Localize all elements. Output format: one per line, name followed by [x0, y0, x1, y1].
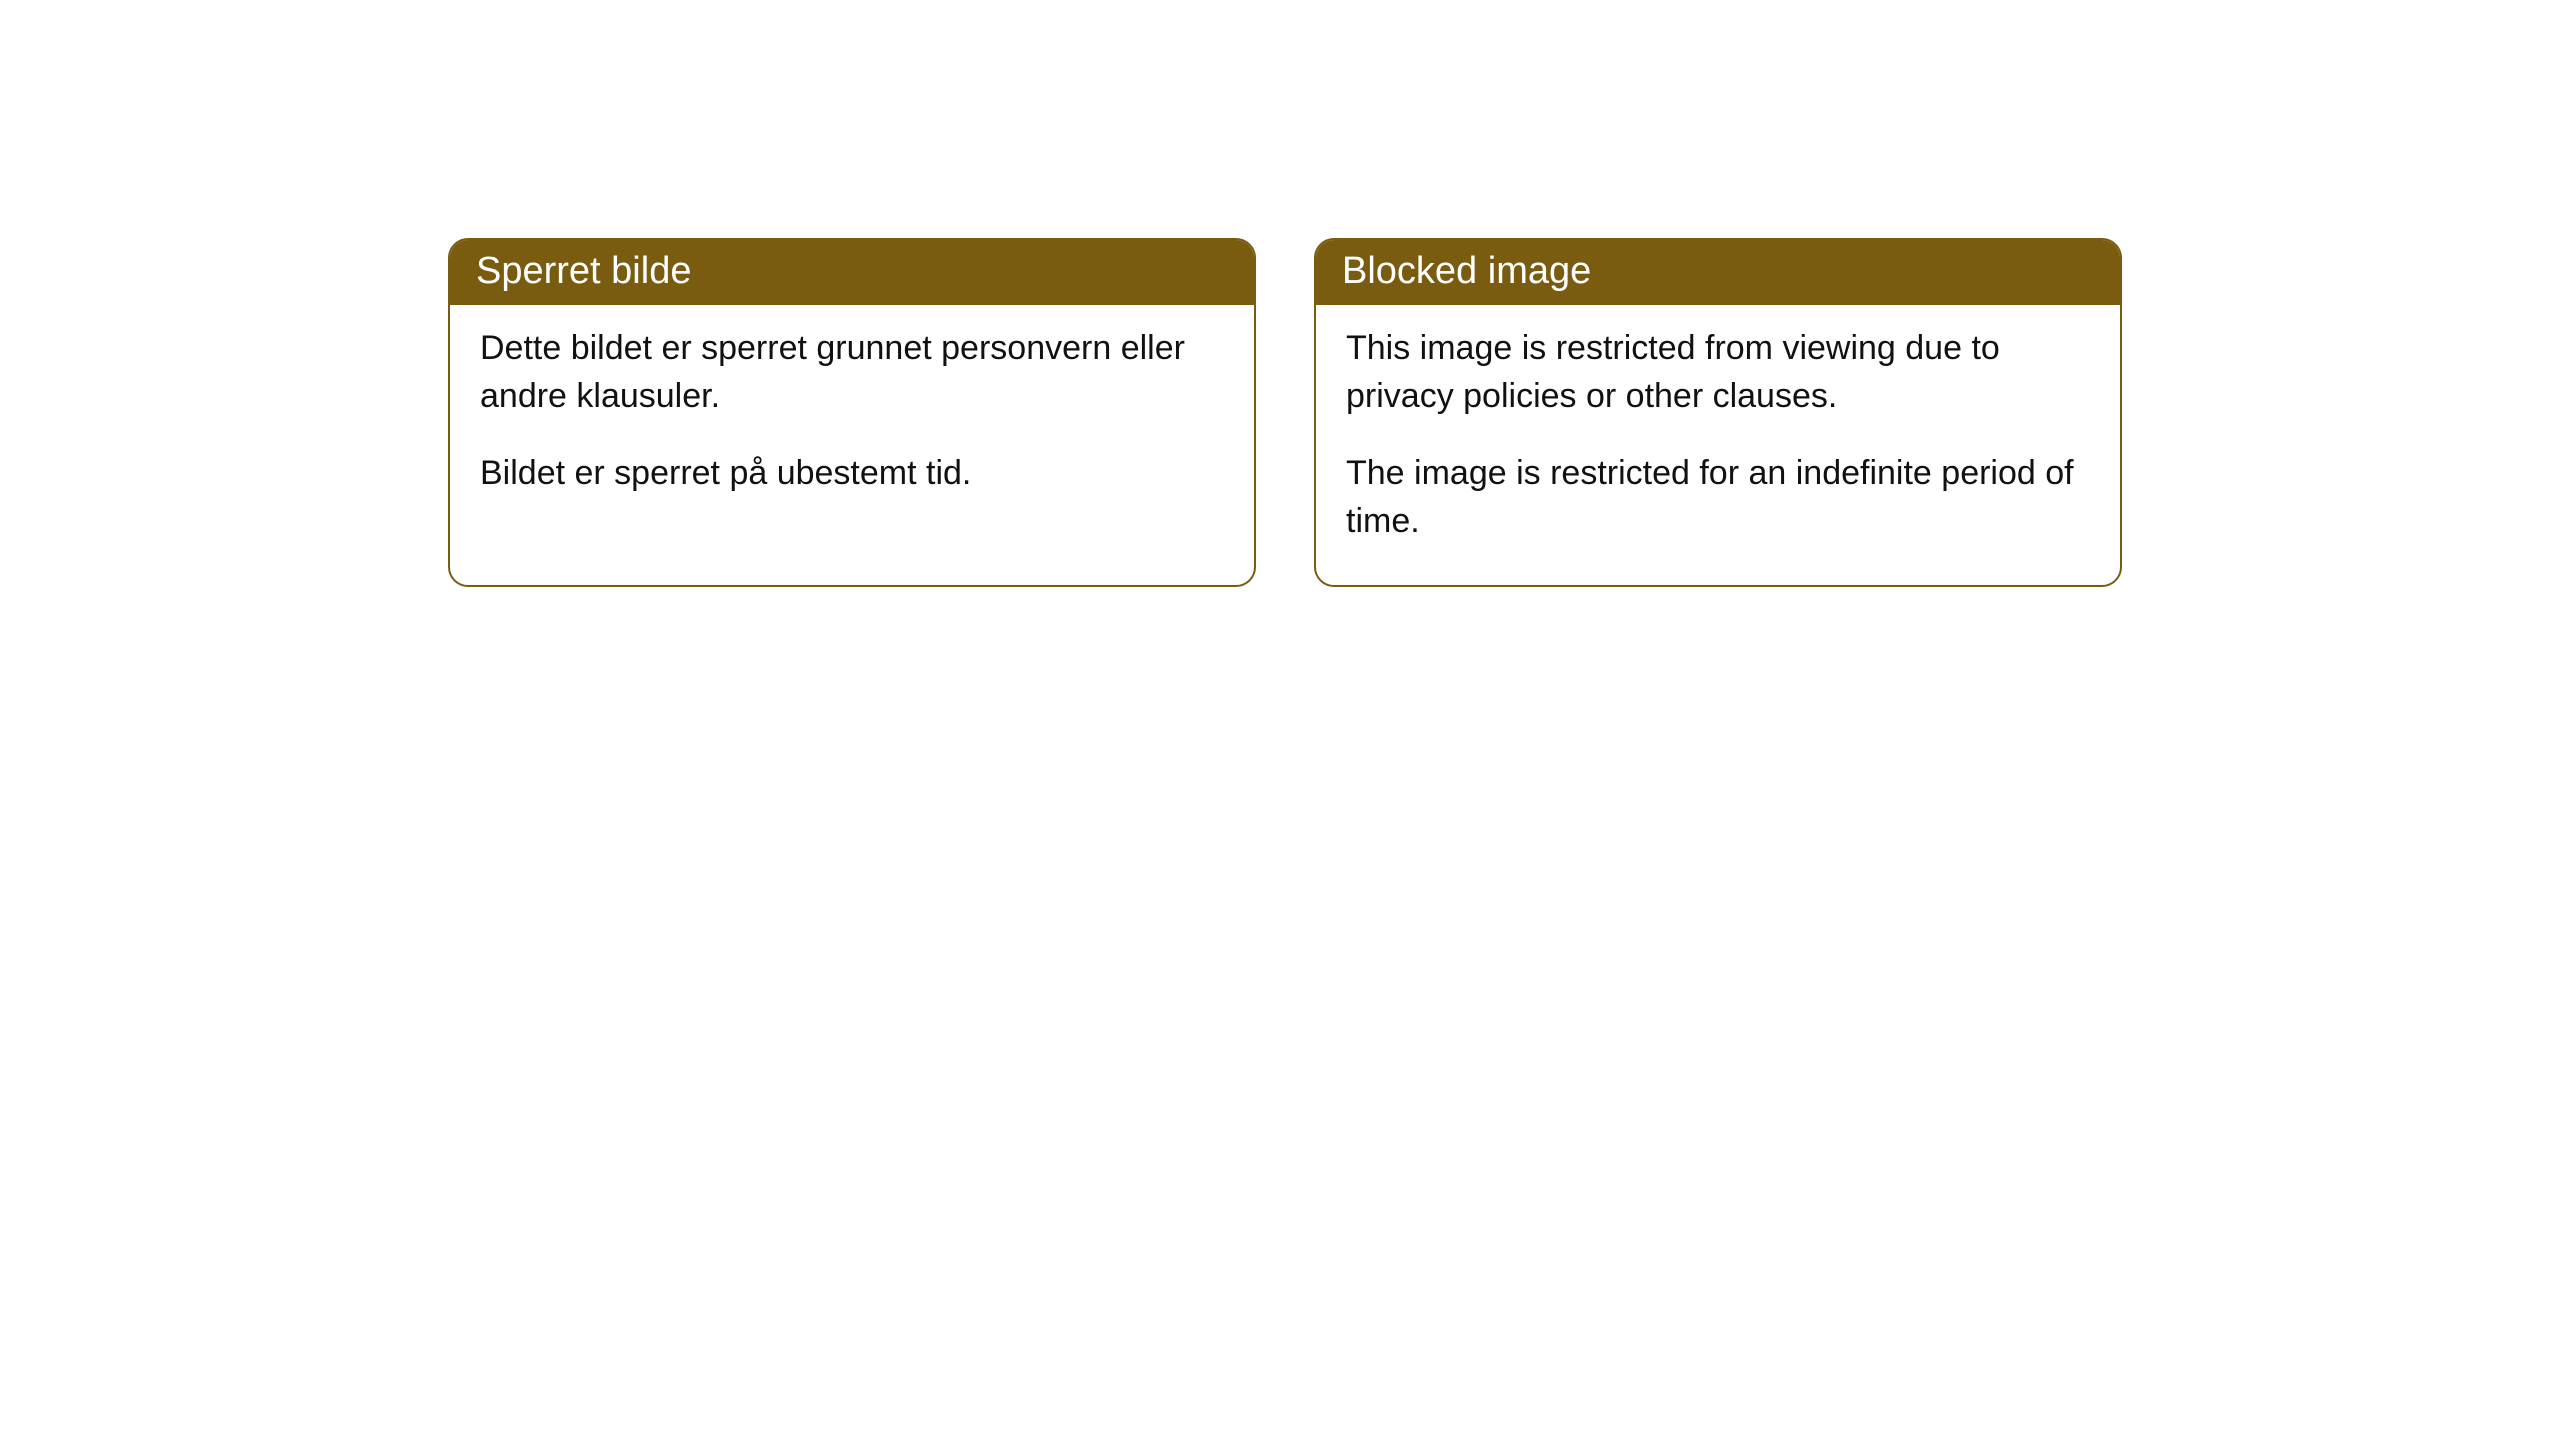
blocked-image-card-en: Blocked image This image is restricted f… [1314, 238, 2122, 587]
blocked-image-card-no: Sperret bilde Dette bildet er sperret gr… [448, 238, 1256, 587]
cards-container: Sperret bilde Dette bildet er sperret gr… [0, 0, 2560, 587]
card-body-en: This image is restricted from viewing du… [1316, 305, 2120, 585]
card-text-en-1: This image is restricted from viewing du… [1346, 325, 2090, 420]
card-header-en: Blocked image [1316, 240, 2120, 305]
card-text-en-2: The image is restricted for an indefinit… [1346, 450, 2090, 545]
card-text-no-2: Bildet er sperret på ubestemt tid. [480, 450, 1224, 498]
card-body-no: Dette bildet er sperret grunnet personve… [450, 305, 1254, 538]
card-text-no-1: Dette bildet er sperret grunnet personve… [480, 325, 1224, 420]
card-header-no: Sperret bilde [450, 240, 1254, 305]
